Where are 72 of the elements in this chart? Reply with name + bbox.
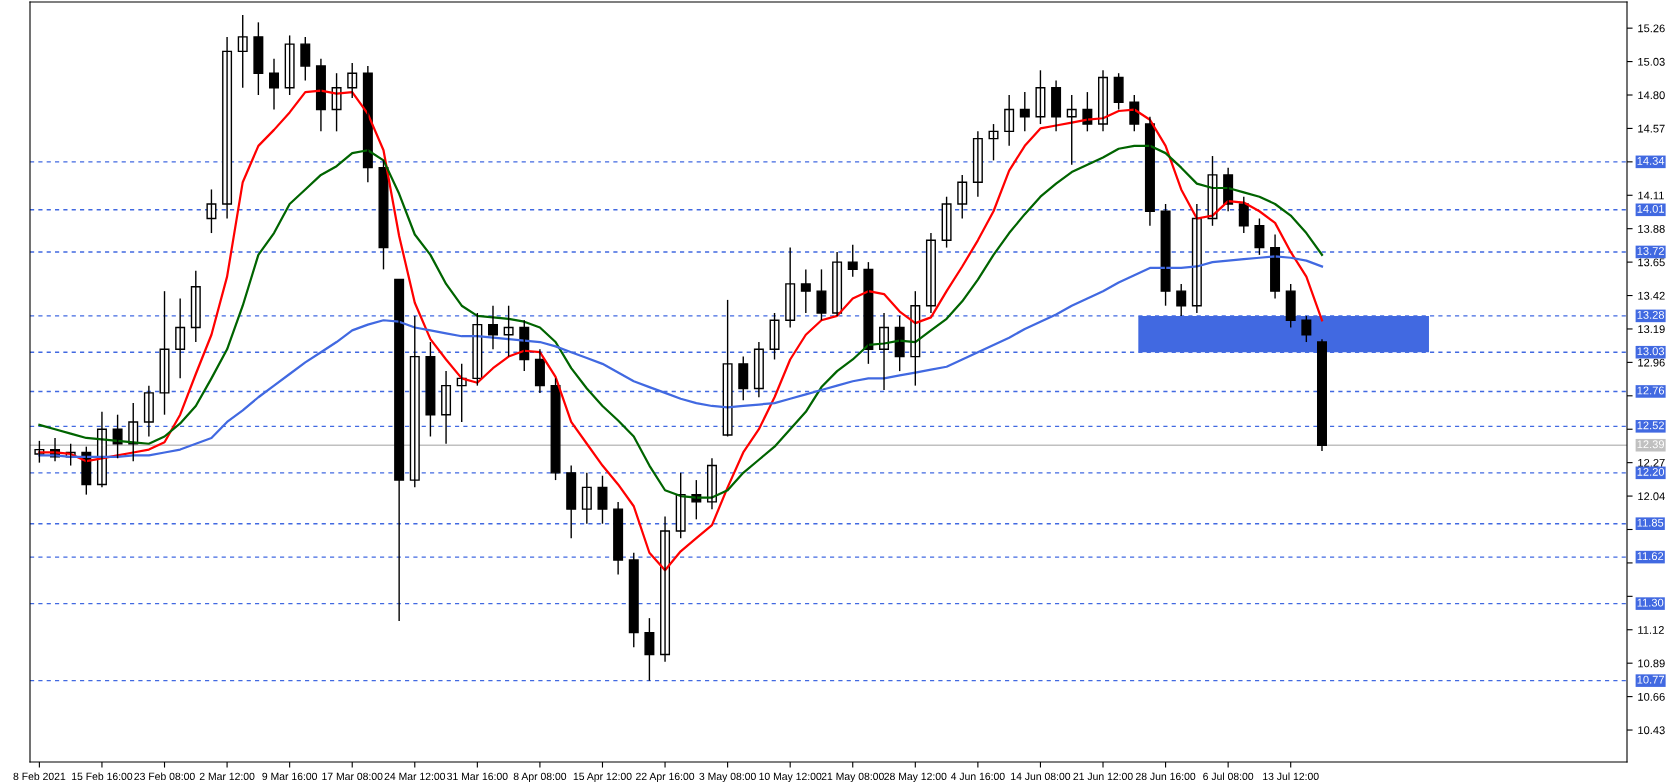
x-tick-label: 2 Mar 12:00 — [199, 772, 255, 781]
x-tick-label: 13 Jul 12:00 — [1263, 772, 1319, 781]
y-tick-label: 12.96 — [1638, 358, 1665, 367]
x-tick-label: 21 May 08:00 — [821, 772, 884, 782]
x-tick-label: 22 Apr 16:00 — [636, 772, 695, 782]
y-tick-label: 15.03 — [1638, 57, 1665, 66]
y-tick-label: 10.89 — [1638, 659, 1665, 668]
y-tick-label: 14.11 — [1638, 191, 1664, 200]
ref-line-label: 11.85 — [1637, 518, 1664, 527]
x-tick-label: 28 Jun 16:00 — [1135, 772, 1196, 781]
candlestick — [237, 14, 248, 89]
candlestick — [644, 617, 655, 682]
x-tick-label: 17 Mar 08:00 — [322, 772, 383, 781]
x-tick-label: 24 Mar 12:00 — [384, 772, 446, 781]
y-tick-label: 13.88 — [1638, 224, 1665, 233]
x-tick-label: 15 Apr 12:00 — [573, 772, 632, 782]
candlestick — [1254, 217, 1265, 256]
ref-line-label: 12.76 — [1637, 386, 1665, 395]
y-tick-label: 10.43 — [1638, 726, 1665, 735]
candlestick — [1176, 283, 1187, 317]
x-tick-label: 14 Jun 08:00 — [1011, 772, 1071, 781]
candlestick — [409, 315, 420, 489]
ref-line-label: 14.34 — [1637, 156, 1665, 165]
ref-line-label: 13.03 — [1637, 347, 1665, 356]
x-tick-label: 3 May 08:00 — [699, 772, 756, 782]
x-tick-label: 28 May 12:00 — [884, 772, 947, 782]
y-tick-label: 12.04 — [1638, 492, 1665, 501]
candlestick — [159, 290, 170, 416]
candlestick — [206, 188, 217, 234]
ref-line-label: 14.01 — [1637, 204, 1664, 213]
y-tick-label: 10.66 — [1638, 692, 1665, 701]
candlestick — [597, 475, 608, 525]
y-tick-label: 14.57 — [1638, 124, 1665, 133]
y-tick-label: 11.12 — [1638, 626, 1664, 634]
y-tick-label: 13.42 — [1638, 291, 1665, 300]
candlestick — [284, 34, 295, 96]
x-tick-label: 4 Jun 16:00 — [950, 772, 1005, 781]
candlestick — [1285, 283, 1296, 329]
candlestick — [566, 464, 577, 539]
ref-line-label: 11.62 — [1637, 552, 1664, 561]
candlestick — [941, 196, 952, 249]
x-tick-label: 10 May 12:00 — [759, 772, 822, 782]
y-tick-label: 13.19 — [1638, 325, 1665, 334]
y-tick-label: 14.80 — [1638, 91, 1665, 100]
ref-line-label: 12.20 — [1637, 467, 1665, 476]
x-tick-label: 21 Jun 12:00 — [1073, 772, 1133, 781]
candlestick — [957, 174, 968, 220]
ref-line-label: 11.30 — [1637, 598, 1664, 607]
x-tick-label: 8 Feb 2021 — [13, 772, 66, 781]
x-tick-label: 31 Mar 16:00 — [447, 772, 508, 781]
ref-line-label: 13.28 — [1637, 311, 1665, 319]
candlestick — [190, 270, 201, 343]
candlestick — [1113, 72, 1124, 111]
y-tick-label: 15.26 — [1638, 24, 1665, 33]
y-tick-label: 12.27 — [1638, 458, 1665, 467]
x-tick-label: 9 Mar 16:00 — [262, 772, 318, 781]
candlestick — [847, 243, 858, 278]
candlestick — [253, 21, 264, 96]
x-tick-label: 8 Apr 08:00 — [513, 772, 567, 782]
candlestick — [425, 341, 436, 438]
x-tick-label: 6 Jul 08:00 — [1203, 772, 1254, 781]
ref-line-label: 12.39 — [1637, 440, 1664, 449]
ref-line-label: 12.52 — [1637, 421, 1664, 430]
x-tick-label: 15 Feb 16:00 — [72, 772, 133, 781]
x-tick-label: 23 Feb 08:00 — [134, 772, 195, 781]
candlestick — [816, 268, 827, 321]
ref-line-label: 10.77 — [1637, 675, 1664, 684]
y-tick-label: 13.65 — [1638, 258, 1665, 267]
candlestick — [738, 355, 749, 401]
candlestick — [628, 552, 639, 648]
ref-line-label: 13.72 — [1637, 247, 1664, 255]
candlestick — [300, 36, 311, 82]
